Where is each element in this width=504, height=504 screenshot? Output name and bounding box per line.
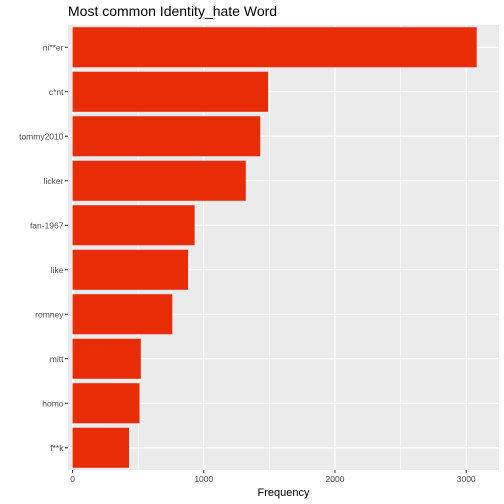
y-tick-label: mitt [50, 354, 64, 364]
bar [72, 427, 130, 468]
bar [72, 116, 261, 157]
y-tick-label: c*nt [49, 87, 64, 97]
bar [72, 338, 141, 379]
y-tick-label: fan-1967 [30, 220, 64, 230]
bar [72, 294, 173, 335]
y-tick-label: f**k [50, 443, 64, 453]
x-tick-label: 1000 [194, 474, 213, 484]
chart-title: Most common Identity_hate Word [68, 3, 277, 19]
bar [72, 383, 140, 424]
x-axis: 0 1000 2000 3000 [70, 470, 476, 484]
bar [72, 71, 269, 112]
x-axis-label: Frequency [258, 487, 310, 499]
bar [72, 249, 189, 290]
bar [72, 205, 195, 246]
bar [72, 27, 477, 68]
x-tick-label: 0 [70, 474, 75, 484]
y-tick-label: homo [42, 398, 64, 408]
y-tick-label: tommy2010 [19, 131, 64, 141]
y-tick-label: licker [44, 176, 64, 186]
y-axis: ni**er c*nt tommy2010 licker fan-1967 like rom… [19, 42, 68, 453]
y-tick-label: like [51, 265, 64, 275]
x-tick-label: 3000 [457, 474, 476, 484]
bar [72, 160, 246, 201]
y-tick-label: romney [35, 309, 64, 319]
bars [72, 27, 477, 468]
y-tick-label: ni**er [43, 42, 64, 52]
x-tick-label: 2000 [326, 474, 345, 484]
